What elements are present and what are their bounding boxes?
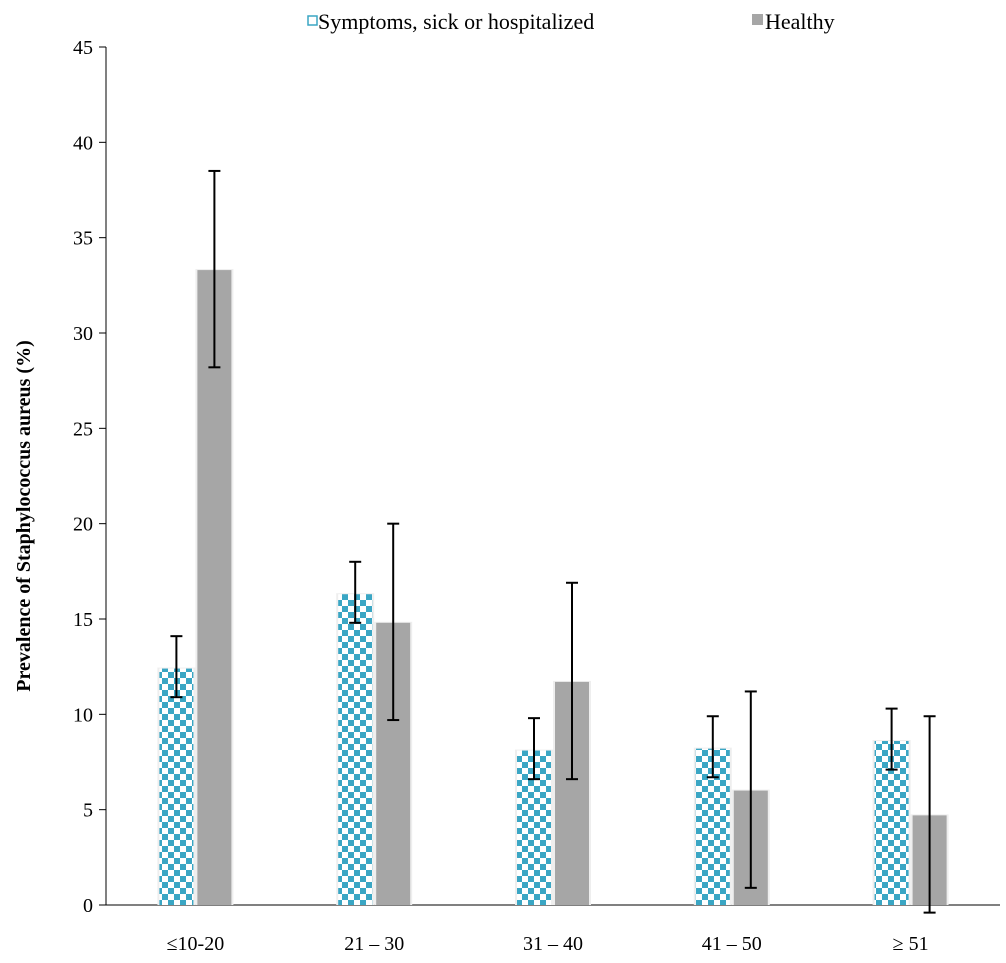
legend: Symptoms, sick or hospitalized Healthy <box>307 9 835 34</box>
x-tick-label: 41 – 50 <box>702 933 762 955</box>
error-bar <box>706 715 719 779</box>
y-tick-label: 20 <box>73 514 93 536</box>
x-tick-label: 31 – 40 <box>523 933 583 955</box>
x-axis: ≤10-20 21 – 30 31 – 40 41 – 50 ≥ 51 <box>106 904 1000 955</box>
y-tick-label: 0 <box>83 895 93 917</box>
y-tick-label: 35 <box>73 228 93 250</box>
error-bar <box>170 635 183 699</box>
x-tick-label: 21 – 30 <box>344 933 404 955</box>
legend-swatch-healthy <box>752 14 763 25</box>
error-bar <box>208 169 221 369</box>
bar-healthy <box>197 270 232 906</box>
error-bar <box>528 717 540 781</box>
y-tick-label: 25 <box>73 418 93 440</box>
legend-swatch-symptoms <box>307 15 318 26</box>
x-tick-label: ≤10-20 <box>167 933 225 955</box>
error-bar <box>349 560 362 624</box>
legend-item-healthy: Healthy <box>752 9 835 34</box>
y-tick-label: 45 <box>73 37 93 59</box>
error-bar <box>885 707 898 771</box>
y-tick-label: 5 <box>83 800 93 822</box>
y-axis-title: Prevalence of Staphylococcus aureus (%) <box>13 340 35 691</box>
legend-label-symptoms: Symptoms, sick or hospitalized <box>318 9 594 34</box>
y-axis: 0 5 10 15 20 25 30 35 40 45 <box>73 37 107 917</box>
legend-label-healthy: Healthy <box>765 9 835 34</box>
error-bar <box>566 581 578 781</box>
y-tick-label: 15 <box>73 609 93 631</box>
bar-symptoms <box>159 668 194 905</box>
bars <box>157 269 949 906</box>
y-tick-label: 40 <box>73 132 93 154</box>
legend-item-symptoms: Symptoms, sick or hospitalized <box>307 9 594 34</box>
error-bar <box>923 715 936 914</box>
error-bar <box>744 690 757 889</box>
bar-symptoms <box>338 594 373 905</box>
error-bars <box>170 169 936 914</box>
error-bar <box>387 522 400 722</box>
y-tick-label: 10 <box>73 704 93 726</box>
y-tick-label: 30 <box>73 323 93 345</box>
x-tick-label: ≥ 51 <box>893 933 929 955</box>
